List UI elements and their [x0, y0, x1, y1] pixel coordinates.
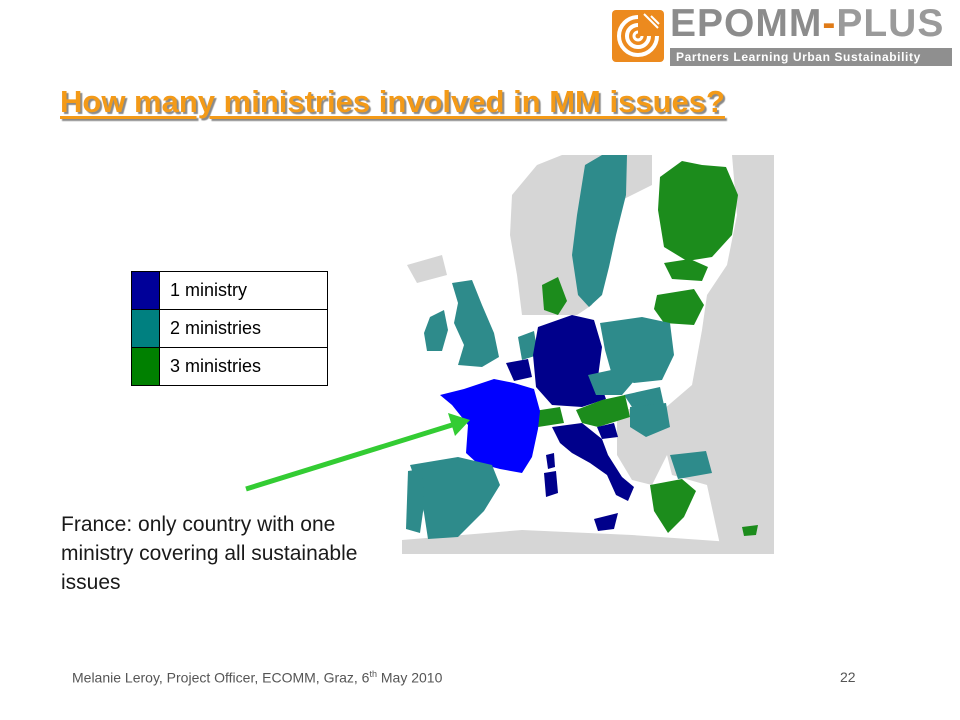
france-annotation: France: only country with one ministry c… [61, 513, 358, 594]
map-greece [650, 479, 696, 533]
logo-word-plus: PLUS [836, 2, 945, 45]
logo-tagline: Partners Learning Urban Sustainability [670, 48, 952, 66]
epomm-plus-logo: EPOMM-PLUS Partners Learning Urban Susta… [608, 2, 954, 68]
map-italy [552, 423, 634, 501]
map-iceland-land [407, 255, 447, 283]
map-sweden [572, 155, 627, 307]
legend-swatch-2-ministries [131, 309, 160, 348]
map-cyprus [742, 525, 758, 536]
map-czech [588, 369, 634, 395]
map-estonia [664, 259, 708, 281]
map-northafrica-land [402, 530, 774, 554]
map-switzerland [534, 407, 564, 427]
legend-row: 1 ministry [131, 271, 328, 310]
legend-row: 2 ministries [131, 309, 328, 348]
map-finland [658, 161, 738, 261]
legend-label: 2 ministries [159, 309, 328, 348]
map-austria [576, 395, 630, 427]
slide-title: How many ministries involved in MM issue… [60, 84, 725, 119]
footer-date: May 2010 [376, 669, 443, 686]
epomm-logo-icon [612, 10, 664, 62]
map-latvia-lithuania [654, 289, 704, 325]
legend-swatch-1-ministry [131, 271, 160, 310]
footer-credit: Melanie Leroy, Project Officer, ECOMM, G… [72, 669, 442, 686]
logo-wordmark: EPOMM-PLUS [670, 2, 944, 46]
map-hungary [630, 403, 670, 437]
map-netherlands [518, 331, 538, 360]
map-slovenia [597, 423, 618, 439]
map-uk [452, 280, 499, 367]
map-belgium [506, 359, 532, 381]
map-france [440, 379, 540, 473]
map-germany [533, 315, 606, 407]
legend-label: 1 ministry [159, 271, 328, 310]
page-number: 22 [840, 669, 856, 685]
map-poland [600, 317, 674, 383]
legend-row: 3 ministries [131, 347, 328, 386]
map-corsica [546, 453, 555, 469]
map-bulgaria [670, 451, 712, 479]
footer-superscript: th [369, 669, 377, 679]
legend-swatch-3-ministries [131, 347, 160, 386]
map-slovakia [624, 387, 664, 407]
legend-label: 3 ministries [159, 347, 328, 386]
map-sicily [594, 513, 618, 531]
logo-word-epomm: EPOMM [670, 2, 823, 45]
europe-map [402, 155, 774, 554]
logo-word-separator: - [822, 2, 837, 45]
map-legend: 1 ministry 2 ministries 3 ministries [131, 271, 328, 386]
map-denmark [542, 277, 567, 315]
map-portugal [406, 469, 424, 533]
footer-text: Melanie Leroy, Project Officer, ECOMM, G… [72, 669, 370, 686]
map-sardinia [544, 471, 558, 497]
map-ireland [424, 310, 448, 351]
